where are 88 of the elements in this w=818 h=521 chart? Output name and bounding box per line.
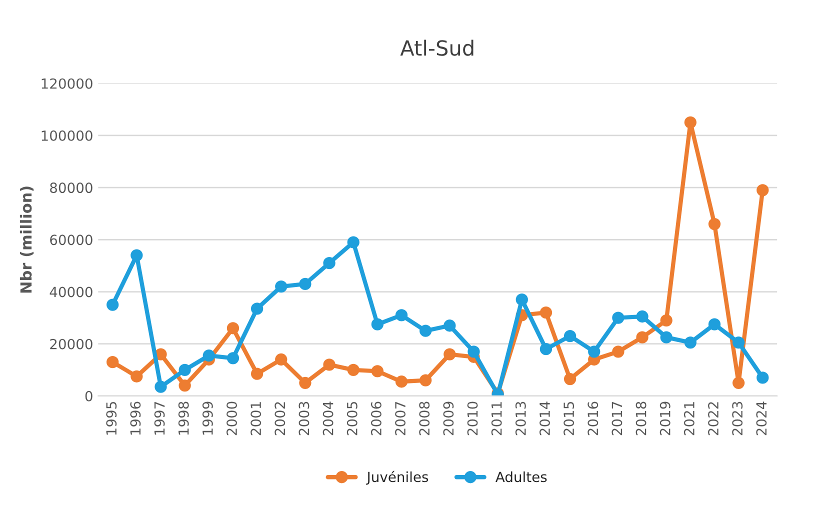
point — [732, 336, 745, 349]
x-tick-label: 2013 — [515, 402, 526, 436]
x-tick-label: 2019 — [660, 402, 670, 436]
point — [708, 218, 721, 230]
x-tick-label: 2007 — [395, 402, 406, 436]
point — [226, 352, 240, 364]
y-tick-label: 100000 — [42, 130, 92, 141]
x-tick-label: 1999 — [202, 402, 213, 435]
point — [732, 376, 745, 390]
point — [371, 318, 384, 330]
x-tick-label: 2022 — [708, 402, 719, 436]
x-tick-label: 2006 — [370, 402, 382, 436]
point — [323, 257, 336, 270]
x-tick-label: 2018 — [636, 402, 646, 436]
point — [395, 376, 408, 388]
chart-title: Atl-Sud — [400, 40, 474, 56]
legend-label: Juvéniles — [366, 470, 428, 485]
point — [540, 306, 552, 319]
x-tick-label: 2009 — [443, 402, 454, 436]
x-tick-label: 2008 — [419, 402, 430, 436]
point — [250, 368, 264, 380]
point — [636, 310, 648, 323]
point — [323, 358, 336, 371]
legend-label: Adultes — [496, 471, 547, 482]
point — [516, 294, 528, 306]
x-tick-label: 2024 — [756, 402, 767, 436]
x-tick-label: 2015 — [564, 402, 574, 436]
x-tick-label: 1998 — [178, 402, 189, 435]
point — [347, 236, 360, 248]
point — [226, 322, 240, 334]
x-tick-label: 1995 — [106, 402, 117, 435]
point — [612, 346, 624, 358]
y-tick-label: 60000 — [50, 234, 92, 246]
x-tick-label: 2001 — [250, 402, 262, 436]
point — [371, 365, 384, 378]
x-tick-label: 2023 — [732, 402, 743, 436]
point — [275, 280, 288, 293]
point — [130, 249, 143, 262]
point — [154, 380, 167, 393]
point — [250, 302, 264, 315]
point — [275, 353, 288, 366]
point — [588, 346, 600, 358]
point — [178, 364, 191, 376]
x-tick-label: 2021 — [684, 402, 694, 436]
x-tick-label: 1997 — [154, 402, 165, 435]
x-tick-label: 2016 — [588, 402, 598, 436]
point — [564, 372, 576, 386]
x-tick-label: 2000 — [226, 402, 238, 436]
y-axis-title: Nbr (million) — [20, 186, 34, 293]
x-tick-label: 2005 — [346, 402, 358, 436]
point — [708, 318, 721, 330]
point — [756, 372, 769, 384]
y-tick-label: 20000 — [50, 338, 92, 350]
point — [395, 309, 408, 322]
point — [756, 184, 769, 196]
point — [420, 324, 432, 337]
y-tick-label: 120000 — [42, 78, 92, 89]
point — [178, 379, 191, 392]
point — [636, 331, 648, 344]
point — [347, 364, 360, 376]
x-tick-label: 2002 — [274, 402, 286, 436]
point — [444, 320, 456, 332]
x-tick-label: 2003 — [298, 402, 310, 436]
y-tick-label: 0 — [85, 390, 92, 402]
point — [540, 342, 552, 356]
x-tick-label: 2017 — [612, 402, 622, 436]
point — [202, 350, 215, 362]
x-tick-label: 1996 — [130, 402, 141, 435]
point — [106, 356, 119, 368]
point — [444, 348, 456, 360]
point — [564, 330, 576, 342]
y-tick-label: 40000 — [50, 286, 92, 298]
point — [684, 336, 696, 349]
point — [420, 374, 432, 386]
point — [468, 346, 480, 358]
x-tick-label: 2010 — [467, 402, 478, 436]
point — [106, 298, 119, 311]
x-tick-label: 2014 — [539, 402, 550, 436]
point — [684, 116, 696, 129]
point — [299, 278, 312, 290]
y-tick-label: 80000 — [50, 182, 92, 194]
x-tick-label: 2011 — [491, 402, 502, 436]
x-tick-label: 2004 — [322, 402, 334, 436]
point — [130, 370, 143, 382]
point — [660, 331, 672, 344]
point — [612, 312, 624, 324]
point — [299, 376, 312, 390]
point — [660, 314, 672, 326]
